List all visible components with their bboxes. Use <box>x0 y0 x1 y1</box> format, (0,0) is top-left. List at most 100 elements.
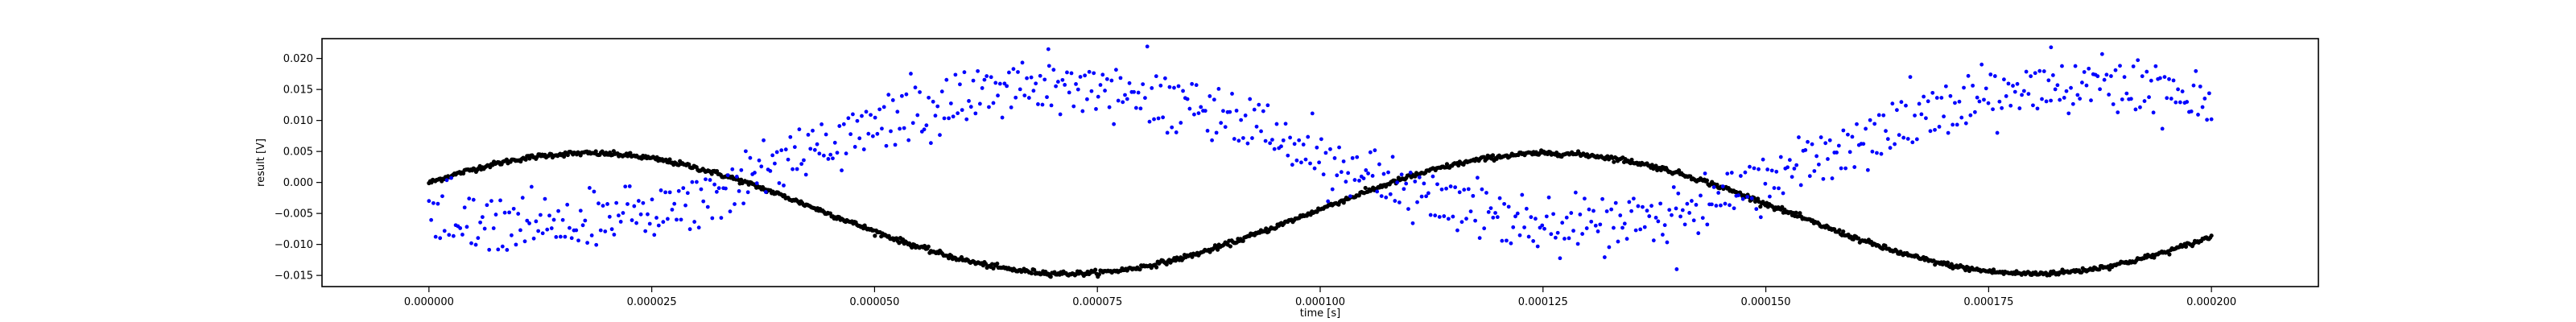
blue-series-point <box>1839 166 1843 171</box>
blue-series-point <box>1071 104 1076 109</box>
blue-series-point <box>1758 215 1763 220</box>
blue-series-point <box>2044 99 2049 104</box>
blue-series-point <box>2099 52 2104 56</box>
blue-series-point <box>1876 113 1881 118</box>
blue-series-point <box>1245 141 1250 146</box>
blue-series-point <box>886 93 891 97</box>
blue-series-point <box>641 200 646 205</box>
blue-series-point <box>2095 74 2100 79</box>
blue-series-point <box>1395 180 1400 185</box>
blue-series-point <box>1573 190 1578 195</box>
blue-series-point <box>2118 64 2122 68</box>
blue-series-point <box>1239 118 1244 122</box>
black-series-point <box>1758 204 1763 209</box>
blue-series-point <box>607 214 612 219</box>
blue-series-point <box>578 208 583 213</box>
blue-series-point <box>1939 96 1944 100</box>
blue-series-point <box>733 202 737 206</box>
blue-series-point <box>696 225 701 230</box>
blue-series-point <box>1288 135 1292 140</box>
blue-series-point <box>2194 68 2198 73</box>
blue-series-point <box>927 95 931 100</box>
blue-series-point <box>1348 194 1352 199</box>
blue-series-point <box>1161 115 1166 120</box>
blue-series-point <box>1172 85 1176 90</box>
blue-series-point <box>1618 213 1623 217</box>
blue-series-point <box>1433 213 1438 218</box>
blue-series-point <box>1649 204 1653 208</box>
blue-series-point <box>2116 110 2120 115</box>
blue-series-point <box>1439 187 1444 192</box>
blue-series-point <box>1162 76 1167 80</box>
blue-series-point <box>1442 214 1447 218</box>
blue-series-point <box>1170 125 1174 130</box>
blue-series-point <box>1743 170 1748 175</box>
blue-series-point <box>1125 97 1129 101</box>
blue-series-point <box>1364 168 1368 172</box>
blue-series-point <box>1797 135 1801 139</box>
blue-series-point <box>910 121 915 126</box>
blue-series-point <box>1147 119 1152 124</box>
blue-series-point <box>547 213 551 218</box>
blue-series-point <box>1312 166 1317 171</box>
blue-series-point <box>1656 219 1661 224</box>
blue-series-point <box>1154 74 1158 79</box>
blue-series-point <box>1393 199 1397 203</box>
blue-series-point <box>1116 98 1121 103</box>
blue-series-point <box>1781 191 1785 196</box>
blue-series-point <box>2033 71 2037 76</box>
blue-series-point <box>558 234 563 239</box>
blue-series-point <box>1620 225 1624 230</box>
blue-series-point <box>1682 222 1687 227</box>
blue-series-point <box>462 205 467 210</box>
blue-series-point <box>480 215 485 220</box>
y-tick-label: 0.020 <box>283 53 313 65</box>
blue-series-point <box>1339 170 1344 175</box>
blue-series-point <box>2070 101 2075 106</box>
blue-series-point <box>1653 216 1658 220</box>
blue-series-point <box>2104 72 2109 77</box>
blue-series-point <box>1772 186 1777 190</box>
blue-series-point <box>1310 111 1315 116</box>
blue-series-point <box>826 157 831 161</box>
blue-series-point <box>1622 221 1627 226</box>
blue-series-point <box>1049 103 1054 108</box>
black-series-point <box>991 266 996 271</box>
blue-series-point <box>1002 81 1007 86</box>
blue-series-point <box>1419 194 1424 199</box>
blue-series-point <box>442 229 447 233</box>
blue-series-point <box>797 127 802 132</box>
blue-series-point <box>447 233 452 237</box>
blue-series-point <box>1816 162 1821 167</box>
blue-series-point <box>806 133 811 137</box>
blue-series-point <box>931 99 935 104</box>
blue-series-point <box>1972 109 1977 114</box>
blue-series-point <box>951 114 956 119</box>
blue-series-point <box>692 220 697 224</box>
blue-series-point <box>672 201 677 206</box>
blue-series-point <box>1511 225 1516 229</box>
blue-series-point <box>1368 150 1373 155</box>
blue-series-point <box>1738 174 1743 178</box>
blue-series-point <box>802 158 806 163</box>
blue-series-point <box>2041 69 2046 73</box>
blue-series-point <box>817 151 822 156</box>
blue-series-point <box>1422 181 1426 186</box>
blue-series-point <box>880 126 884 131</box>
blue-series-point <box>1553 235 1558 240</box>
blue-series-point <box>618 220 623 224</box>
blue-series-point <box>1812 169 1817 173</box>
blue-series-point <box>1203 109 1208 114</box>
blue-series-point <box>518 228 522 233</box>
black-series-point <box>926 244 931 249</box>
blue-series-point <box>855 118 860 123</box>
blue-series-point <box>1719 203 1723 208</box>
blue-series-point <box>1676 191 1681 196</box>
blue-series-point <box>812 147 817 152</box>
blue-series-point <box>1054 84 1058 89</box>
blue-series-point <box>1894 108 1899 113</box>
blue-series-point <box>1885 137 1890 142</box>
blue-series-point <box>1406 207 1410 211</box>
blue-series-point <box>971 78 976 83</box>
blue-series-point <box>947 116 951 121</box>
